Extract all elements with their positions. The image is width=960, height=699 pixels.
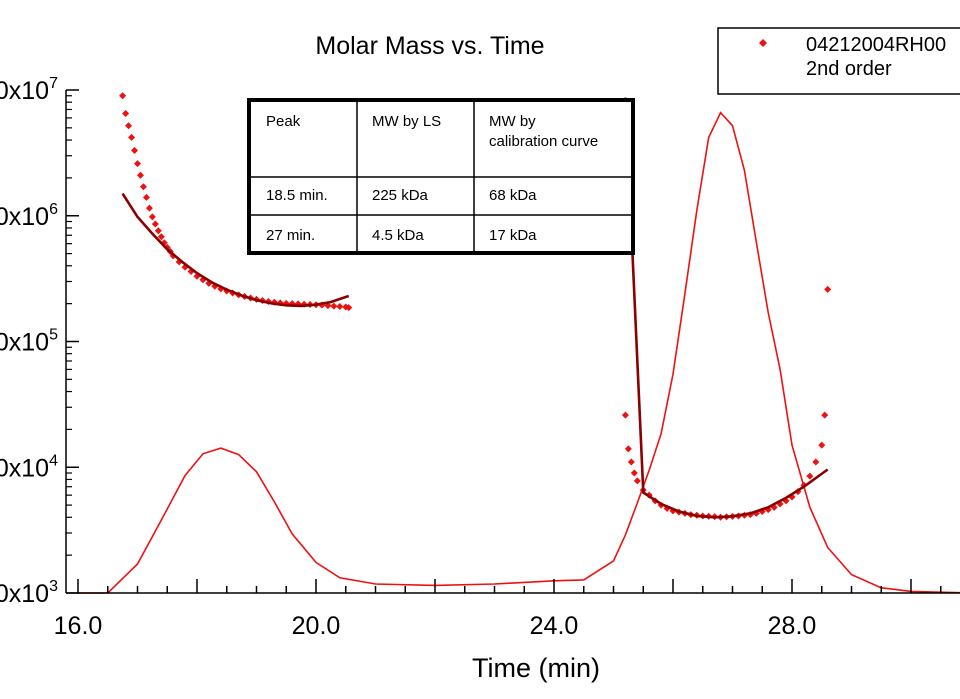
data-point [824, 285, 832, 293]
table-cell: 225 kDa [372, 187, 429, 204]
table-cell: 68 kDa [489, 187, 537, 204]
y-tick-label: 0x105 [0, 327, 58, 357]
detector-trace [78, 111, 960, 594]
data-point [630, 469, 638, 477]
data-point [148, 213, 156, 221]
x-tick-label: 28.0 [768, 612, 817, 640]
data-point [157, 233, 165, 241]
data-point [336, 302, 344, 310]
table-header-peak: Peak [266, 113, 301, 130]
chart-title: Molar Mass vs. Time [315, 32, 544, 60]
table-cell: 17 kDa [489, 227, 537, 244]
table-cell: 27 min. [266, 227, 315, 244]
x-tick-label: 24.0 [530, 612, 579, 640]
data-point [330, 302, 338, 310]
data-point [125, 122, 133, 130]
y-tick-label: 0x104 [0, 452, 58, 482]
x-tick-label: 20.0 [292, 612, 341, 640]
data-point [142, 193, 150, 201]
y-axis-ticks: 0x103 0x104 0x105 0x106 0x107 [0, 75, 79, 608]
table-cell: 18.5 min. [266, 187, 328, 204]
data-point [136, 171, 144, 179]
fit-curve [121, 192, 350, 308]
data-point [621, 411, 629, 419]
data-point [818, 441, 826, 449]
data-point [139, 183, 147, 191]
y-tick-label: 0x103 [0, 578, 58, 608]
y-tick-label: 0x107 [0, 75, 58, 105]
data-point [624, 445, 632, 453]
x-axis-title: Time (min) [472, 653, 600, 683]
data-point [145, 204, 153, 212]
data-point [752, 509, 760, 517]
legend-box [717, 27, 960, 95]
data-point [119, 92, 127, 100]
table-header-mw-cal: MW by calibration curve [489, 113, 598, 150]
data-point [812, 458, 820, 466]
fit-curve [624, 97, 829, 519]
data-point [128, 133, 136, 141]
legend-label-fit: 2nd order [806, 58, 892, 80]
data-point [134, 160, 141, 168]
x-axis-ticks: 16.0 20.0 24.0 28.0 [54, 579, 942, 640]
data-point [345, 304, 353, 312]
legend-label-series: 04212004RH00 [806, 34, 946, 56]
data-point [821, 411, 829, 419]
fit-curves [121, 97, 829, 519]
data-point [151, 220, 159, 228]
detector-trace-line [78, 111, 960, 594]
legend: 04212004RH00 2nd order [717, 27, 960, 95]
data-point [122, 110, 130, 118]
table-header-mw-ls: MW by LS [372, 113, 441, 130]
data-point [627, 458, 635, 466]
data-point [131, 147, 139, 155]
data-point [633, 477, 641, 485]
data-point [806, 472, 814, 480]
legend-diamond-marker [759, 39, 767, 47]
table-cell: 4.5 kDa [372, 227, 424, 244]
y-tick-label: 0x106 [0, 201, 58, 231]
x-tick-label: 16.0 [54, 612, 103, 640]
data-point [154, 227, 162, 235]
results-table: Peak MW by LS MW by calibration curve 18.… [247, 98, 635, 255]
